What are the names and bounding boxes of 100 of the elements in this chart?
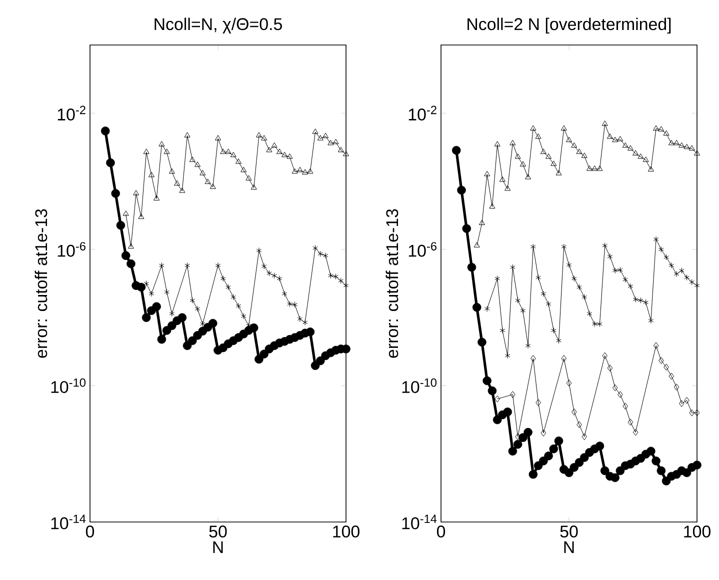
point — [138, 214, 144, 219]
point — [556, 170, 562, 176]
point — [328, 140, 334, 146]
point — [261, 135, 268, 140]
point — [576, 284, 582, 290]
point — [663, 130, 670, 136]
point — [333, 274, 338, 280]
point — [622, 402, 628, 410]
x-tick-label: 100 — [684, 526, 710, 538]
point — [658, 126, 664, 132]
point — [510, 391, 516, 398]
point — [530, 355, 536, 362]
point — [534, 461, 543, 470]
point — [652, 456, 660, 466]
point — [508, 446, 518, 456]
point — [596, 166, 603, 171]
point — [286, 153, 293, 159]
point — [510, 140, 516, 146]
point — [544, 452, 553, 460]
point — [133, 190, 140, 196]
y-axis-title: error: cutoff at1e-13 — [34, 209, 48, 358]
point — [494, 141, 500, 146]
point — [126, 259, 136, 268]
point — [684, 396, 690, 404]
point — [513, 440, 522, 449]
point — [618, 391, 623, 398]
point — [478, 220, 485, 226]
point — [668, 140, 674, 146]
point — [632, 150, 639, 156]
point — [610, 473, 620, 482]
point — [536, 274, 541, 281]
y-tick-label: 10$^{-2}$ — [408, 106, 436, 120]
point — [653, 236, 659, 242]
point — [462, 224, 471, 233]
point — [540, 430, 546, 436]
point — [208, 318, 218, 328]
point — [494, 395, 500, 402]
point — [520, 161, 526, 166]
point — [582, 433, 588, 440]
point — [174, 180, 180, 186]
point — [642, 156, 649, 162]
y-tick-label: 10$^{-2}$ — [58, 106, 86, 120]
point — [230, 294, 236, 300]
point — [678, 142, 685, 148]
point — [618, 266, 623, 273]
point — [236, 302, 242, 309]
y-tick-label: 10$^{-14}$ — [51, 514, 86, 530]
point — [689, 409, 695, 416]
point — [684, 144, 690, 150]
point — [240, 166, 247, 172]
point — [643, 299, 648, 306]
y-tick-label: 10$^{-10}$ — [51, 378, 86, 394]
point — [556, 338, 562, 344]
y-tick-label: 10$^{-6}$ — [408, 242, 436, 257]
point — [632, 296, 638, 303]
point — [612, 384, 618, 392]
point — [684, 274, 690, 281]
point — [200, 170, 206, 176]
point — [664, 364, 669, 371]
point — [628, 418, 634, 426]
point — [184, 262, 190, 268]
point — [296, 166, 303, 172]
point — [525, 342, 531, 349]
point — [616, 466, 625, 476]
point — [674, 140, 680, 146]
point — [499, 176, 506, 182]
point — [282, 290, 288, 297]
point — [302, 319, 308, 326]
point — [571, 408, 577, 416]
x-tick-label: 100 — [333, 526, 360, 538]
point — [653, 342, 659, 350]
point — [530, 244, 536, 250]
point — [607, 364, 613, 372]
point — [586, 310, 592, 317]
point — [158, 141, 165, 146]
point — [658, 246, 664, 252]
point — [678, 268, 684, 274]
point — [188, 336, 197, 346]
point — [272, 272, 277, 279]
point — [564, 468, 574, 478]
x-tick-label: 0 — [436, 526, 446, 538]
point — [302, 169, 308, 174]
y-tick-label: 10$^{-10}$ — [402, 378, 437, 394]
point — [210, 184, 216, 189]
point — [692, 460, 702, 470]
x-axis-title: N — [213, 541, 223, 554]
point — [646, 446, 656, 456]
point — [154, 195, 160, 200]
point — [648, 318, 654, 324]
point — [524, 428, 532, 437]
point — [688, 145, 695, 150]
point — [266, 270, 272, 276]
point — [260, 350, 268, 358]
point — [297, 316, 303, 322]
point — [612, 268, 618, 274]
point — [204, 178, 211, 184]
point — [602, 352, 608, 360]
x-axis-title: N — [564, 541, 574, 554]
point — [484, 306, 490, 312]
point — [656, 466, 666, 476]
